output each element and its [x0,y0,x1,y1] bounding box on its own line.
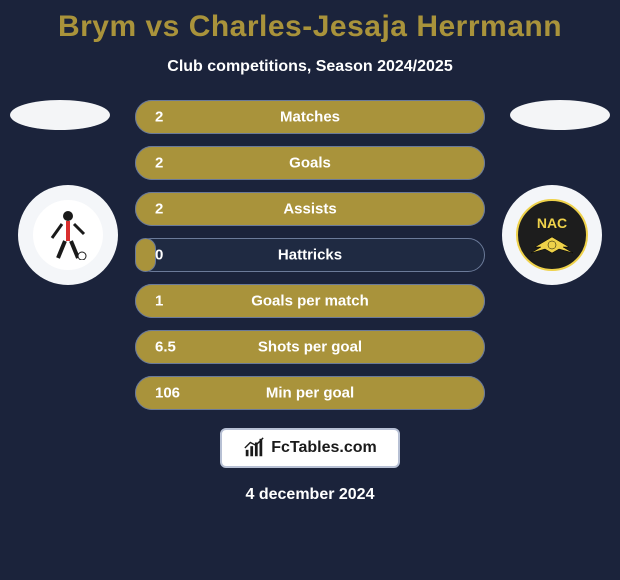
stat-row: 2 Goals [135,146,485,180]
stat-row: 0 Hattricks [135,238,485,272]
stat-row: 1 Goals per match [135,284,485,318]
brand-chart-icon [243,437,265,459]
stat-value: 1 [155,293,163,310]
stat-label: Matches [280,109,340,126]
subtitle: Club competitions, Season 2024/2025 [0,58,620,76]
sparta-badge-circle [18,185,118,285]
stat-row: 6.5 Shots per goal [135,330,485,364]
right-team-badge: NAC [502,185,602,285]
stat-bar-fill [135,238,156,272]
stat-label: Assists [283,201,336,218]
stat-row: 2 Assists [135,192,485,226]
left-ellipse [10,100,110,130]
stat-label: Hattricks [278,247,342,264]
stat-label: Goals per match [251,293,369,310]
date-label: 4 december 2024 [0,486,620,504]
stat-value: 2 [155,155,163,172]
stat-bars: 2 Matches 2 Goals 2 Assists 0 Hattricks 1 Goals p… [135,100,485,410]
right-ellipse [510,100,610,130]
stat-value: 106 [155,385,180,402]
stat-value: 2 [155,201,163,218]
nac-badge-circle: NAC [502,185,602,285]
stat-label: Shots per goal [258,339,362,356]
brand-box: FcTables.com [220,428,400,468]
stat-value: 0 [155,247,163,264]
comparison-card: Brym vs Charles-Jesaja Herrmann Club com… [0,0,620,580]
sparta-logo-icon [33,200,103,270]
content-area: NAC 2 Matches 2 Goals 2 Assists 0 Hattricks 1 Goa… [0,100,620,504]
stat-row: 106 Min per goal [135,376,485,410]
stat-label: Goals [289,155,331,172]
stat-row: 2 Matches [135,100,485,134]
nac-logo-icon: NAC [516,199,588,271]
sparta-figure-icon [48,210,88,260]
stat-label: Min per goal [266,385,354,402]
nac-text: NAC [537,215,567,231]
stat-value: 2 [155,109,163,126]
nac-wings-icon [527,233,577,255]
stat-value: 6.5 [155,339,176,356]
left-team-badge [18,185,118,285]
brand-text: FcTables.com [271,439,377,457]
page-title: Brym vs Charles-Jesaja Herrmann [0,10,620,44]
